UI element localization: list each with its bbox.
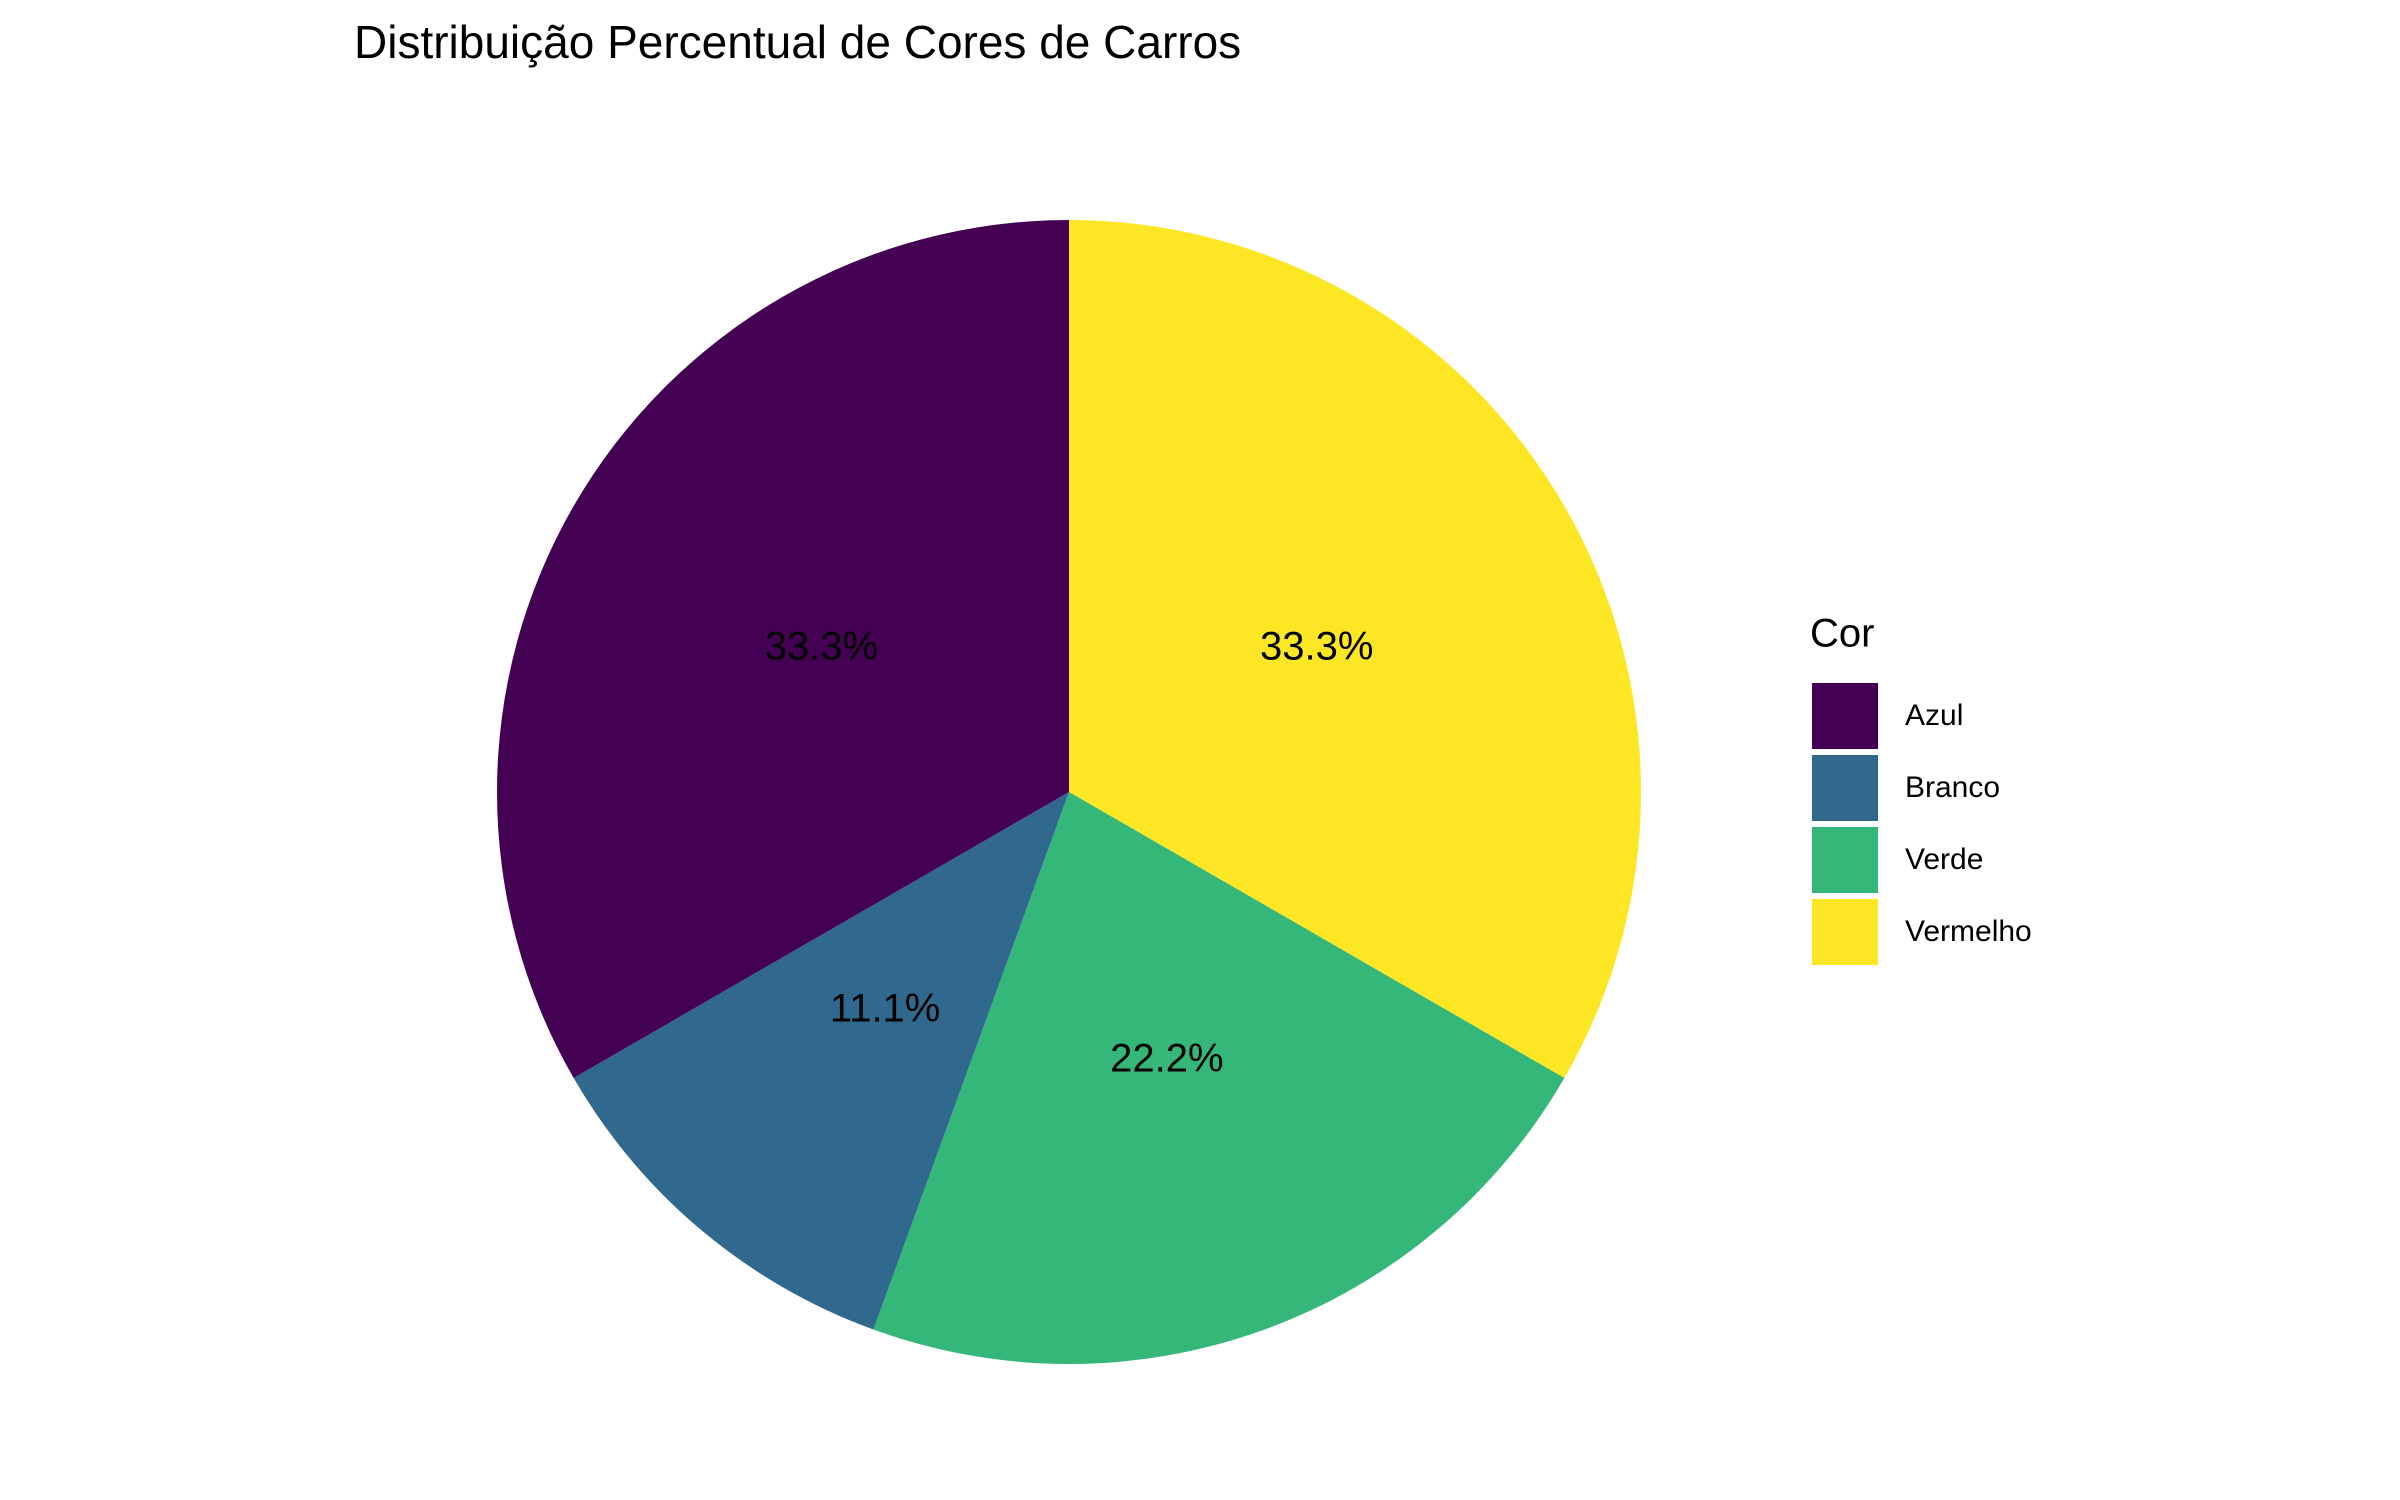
slice-label: 33.3% [1260,625,1373,669]
slice-label: 22.2% [1110,1036,1223,1080]
legend-title: Cor [1810,612,1874,656]
legend-key [1812,899,1878,965]
legend-label: Branco [1905,771,2000,804]
chart-title: Distribuição Percentual de Cores de Carr… [354,16,1241,68]
legend-key [1812,827,1878,893]
pie-slice [497,220,1069,1078]
legend-label: Vermelho [1905,915,2032,948]
legend-label: Azul [1905,699,1963,732]
legend-key [1812,755,1878,821]
legend-label: Verde [1905,843,1983,876]
pie-slice [1069,220,1642,1078]
slice-label: 11.1% [830,987,940,1031]
legend-key [1812,683,1878,749]
slice-label: 33.3% [765,625,878,669]
pie-slice [873,792,1565,1365]
pie-slice [573,792,1069,1330]
